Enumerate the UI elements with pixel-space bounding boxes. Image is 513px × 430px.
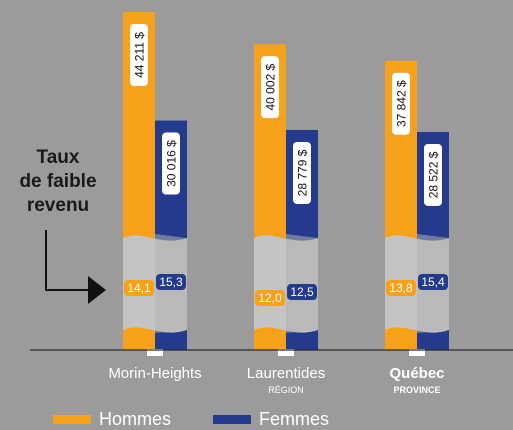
- legend-swatch-men: [53, 415, 91, 424]
- rate-badge-women-0: [156, 274, 186, 290]
- rate-label-men-0: 14,1: [127, 281, 151, 295]
- category-tick-2: [409, 349, 425, 356]
- value-label-text-men-2: 37 842 $: [395, 80, 409, 127]
- legend-item-women: Femmes: [213, 409, 329, 430]
- low-income-note: Taux de faible revenu: [2, 146, 114, 218]
- low-income-note-line1: Taux: [36, 147, 80, 168]
- value-label-women-1: 28 779 $: [293, 141, 311, 204]
- value-label-women-2: 28 522 $: [424, 143, 442, 206]
- rate-label-women-0: 15,3: [159, 275, 183, 289]
- legend-label-women: Femmes: [259, 409, 330, 429]
- note-arrow-line: [45, 230, 90, 291]
- value-label-men-2: 37 842 $: [392, 72, 410, 135]
- rate-label-men-2: 13,8: [389, 281, 413, 295]
- value-label-bg-women-1: [293, 141, 311, 204]
- rate-badge-men-0: [124, 280, 154, 296]
- legend: Hommes Femmes: [53, 409, 513, 430]
- category-label-2: Québec: [389, 365, 444, 382]
- value-label-bg-women-2: [424, 143, 442, 206]
- value-label-text-women-2: 28 522 $: [427, 151, 441, 198]
- rate-badge-women-1: [287, 284, 317, 300]
- legend-label-men: Hommes: [99, 409, 172, 429]
- rate-label-women-1: 12,5: [290, 285, 314, 299]
- rate-badge-men-2: [386, 280, 416, 296]
- value-label-bg-women-0: [162, 132, 180, 195]
- value-label-text-women-1: 28 779 $: [296, 149, 310, 196]
- value-label-text-women-0: 30 016 $: [165, 140, 179, 187]
- rate-label-women-2: 15,4: [421, 275, 445, 289]
- category-tick-0: [147, 349, 163, 356]
- category-tick-1: [278, 349, 294, 356]
- low-income-note-line2: de faible: [19, 171, 97, 192]
- legend-swatch-women: [213, 415, 251, 424]
- value-label-men-0: 44 211 $: [130, 24, 148, 86]
- low-income-band-shade-1: [286, 234, 318, 333]
- category-sublabel-2: PROVINCE: [393, 385, 440, 395]
- rate-label-men-1: 12,0: [258, 291, 282, 305]
- low-income-note-line3: revenu: [26, 195, 90, 216]
- value-label-men-1: 40 002 $: [261, 56, 279, 119]
- rate-badge-men-1: [255, 290, 285, 306]
- value-label-text-men-1: 40 002 $: [264, 64, 278, 111]
- rate-badge-women-2: [418, 274, 448, 290]
- value-label-bg-men-1: [261, 56, 279, 119]
- value-label-bg-men-2: [392, 72, 410, 135]
- category-label-1: Laurentides: [247, 365, 325, 382]
- value-label-bg-men-0: [130, 24, 148, 86]
- value-label-women-0: 30 016 $: [162, 132, 180, 195]
- value-label-text-men-0: 44 211 $: [133, 32, 147, 78]
- category-label-0: Morin-Heights: [108, 365, 201, 382]
- note-arrow-head: [88, 276, 106, 304]
- category-sublabel-1: RÉGION: [268, 385, 304, 395]
- legend-item-men: Hommes: [53, 409, 171, 430]
